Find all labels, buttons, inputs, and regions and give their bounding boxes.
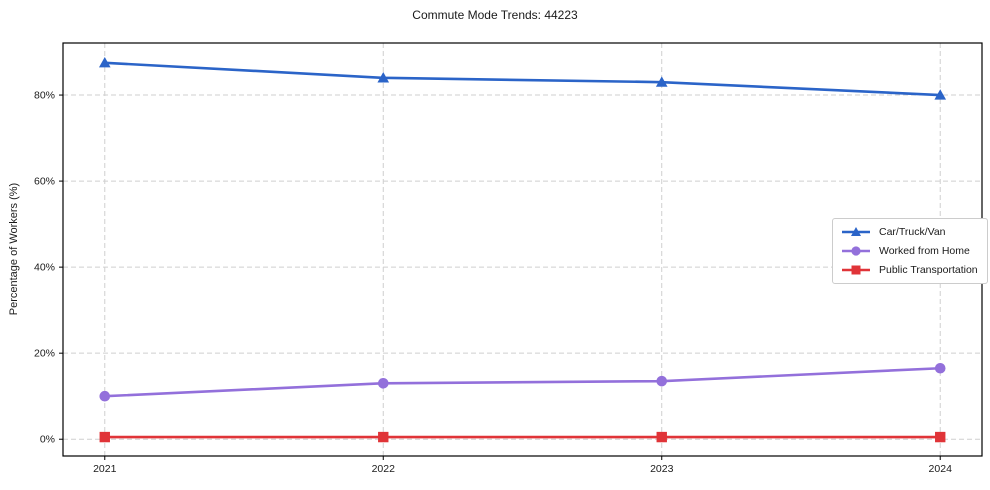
- square-marker: [378, 431, 389, 443]
- chart-title: Commute Mode Trends: 44223: [412, 8, 578, 22]
- square-marker: [656, 431, 667, 443]
- x-tick-label: 2021: [93, 463, 117, 475]
- legend-label: Car/Truck/Van: [879, 225, 946, 238]
- square-marker: [99, 431, 110, 443]
- circle-marker: [377, 377, 389, 389]
- triangle-marker: [98, 56, 111, 68]
- square-marker-icon: [851, 265, 861, 275]
- triangle-marker: [655, 76, 668, 87]
- legend-item-worked-from-home: Worked from Home: [840, 244, 978, 258]
- circle-marker: [934, 362, 946, 374]
- x-tick-label: 2023: [650, 463, 674, 475]
- legend-sample-circle: [842, 246, 870, 256]
- y-tick-label: 80%: [34, 90, 55, 102]
- series-public-transportation: [99, 431, 946, 443]
- triangle-marker-icon: [851, 227, 861, 236]
- circle-marker: [99, 390, 111, 402]
- triangle-marker: [377, 72, 390, 83]
- legend-item-public-transportation: Public Transportation: [840, 263, 978, 277]
- circle-marker-icon: [851, 246, 861, 256]
- legend-item-car-truck-van: Car/Truck/Van: [840, 225, 978, 239]
- legend-label: Public Transportation: [879, 263, 978, 276]
- series-line: [103, 61, 942, 97]
- y-tick-label: 20%: [34, 348, 55, 360]
- series-worked-from-home: [99, 362, 946, 402]
- legend-sample-square: [842, 265, 870, 275]
- x-tick-label: 2022: [372, 463, 396, 475]
- y-tick-label: 0%: [40, 434, 55, 446]
- square-marker: [935, 431, 946, 443]
- legend-label: Worked from Home: [879, 244, 970, 257]
- legend: Car/Truck/Van Worked from Home Public Tran…: [832, 218, 988, 284]
- series-car-truck-van: [98, 56, 947, 100]
- legend-sample-triangle: [842, 227, 870, 236]
- y-tick-label: 40%: [34, 262, 55, 274]
- x-tick-label: 2024: [929, 463, 953, 475]
- circle-marker: [656, 375, 668, 387]
- triangle-marker: [934, 89, 947, 100]
- y-tick-label: 60%: [34, 176, 55, 188]
- series-line: [103, 366, 942, 398]
